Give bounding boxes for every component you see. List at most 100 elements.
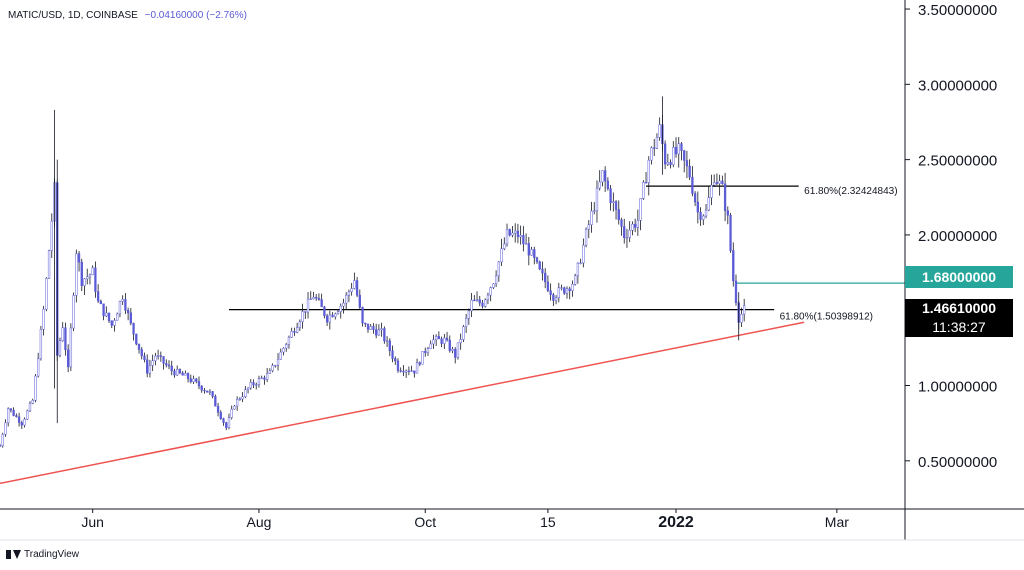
candle-body	[514, 230, 517, 234]
brand-label: TradingView	[24, 549, 80, 560]
candle-body	[309, 298, 312, 300]
candle-body	[723, 183, 727, 211]
candle-body	[236, 398, 239, 407]
candle-body	[478, 299, 481, 304]
candle-body	[126, 310, 130, 314]
y-tick-label: 2.00000000	[918, 228, 997, 245]
candle-body	[107, 312, 111, 322]
candle-body	[375, 329, 378, 336]
candle-body	[206, 390, 209, 393]
y-tick-label: 1.00000000	[918, 379, 997, 396]
candle-body	[37, 358, 40, 377]
candle-body	[61, 327, 64, 342]
x-tick-label: Jun	[81, 514, 104, 530]
candle-body	[693, 193, 697, 203]
candle-body	[156, 355, 160, 357]
candle-body	[494, 275, 498, 285]
candle-body	[219, 412, 222, 419]
candle-body	[222, 418, 225, 423]
candle-body	[102, 303, 105, 317]
candle-body	[653, 147, 656, 149]
candle-body	[636, 220, 640, 228]
x-tick-label: Oct	[414, 514, 436, 530]
candle-body	[233, 405, 236, 410]
candle-body	[377, 329, 381, 336]
candle-body	[565, 288, 569, 294]
candle-body	[146, 359, 149, 374]
candle-body	[260, 377, 263, 379]
candle-body	[189, 378, 192, 382]
candle-body	[715, 182, 719, 184]
candle-body	[456, 342, 460, 358]
candle-body	[677, 143, 680, 155]
candle-body	[527, 243, 530, 256]
candle-body	[519, 235, 522, 238]
candle-body	[342, 302, 345, 307]
candle-body	[383, 328, 386, 342]
candle-body	[80, 261, 83, 287]
candle-body	[306, 298, 310, 313]
candle-body	[445, 337, 449, 341]
candle-body	[710, 184, 713, 198]
y-tick-label: 3.50000000	[918, 2, 997, 19]
candle-body	[58, 340, 62, 356]
candle-body	[358, 294, 361, 308]
candle-body	[91, 267, 94, 276]
candle-body	[255, 384, 258, 386]
y-tick-label: 3.00000000	[918, 77, 997, 94]
candle-body	[688, 165, 691, 178]
candle-body	[604, 170, 607, 182]
candle-body	[672, 146, 675, 165]
candle-body	[361, 307, 364, 324]
candle-body	[475, 299, 479, 301]
candle-body	[9, 408, 13, 411]
candle-body	[15, 415, 18, 418]
candle-body	[437, 336, 441, 340]
candle-body	[1, 434, 4, 447]
candle-body	[167, 364, 171, 367]
candle-body	[246, 387, 250, 390]
candle-body	[549, 290, 552, 295]
candle-body	[639, 198, 642, 221]
candle-body	[418, 362, 421, 365]
candle-body	[426, 348, 430, 353]
footer-brand[interactable]: TradingView	[6, 549, 79, 560]
candle-body	[590, 210, 593, 225]
candle-body	[369, 326, 372, 330]
x-tick-label: Mar	[825, 514, 849, 530]
candle-body	[50, 220, 53, 251]
candle-body	[707, 197, 710, 211]
candle-body	[184, 373, 187, 376]
candle-body	[402, 370, 405, 373]
candle-body	[355, 280, 359, 296]
candle-body	[587, 224, 590, 230]
chart-annotations: 61.80%(1.50398912) 61.80%(2.32424843)	[0, 185, 905, 485]
candle-body	[372, 326, 375, 330]
y-tick-label: 0.50000000	[918, 454, 997, 471]
candle-body	[7, 408, 10, 424]
candle-body	[557, 287, 560, 299]
candle-body	[612, 201, 615, 204]
candle-body	[323, 306, 326, 317]
candle-body	[407, 370, 411, 372]
last-price-value: 1.46610000	[922, 300, 996, 316]
candle-body	[257, 378, 261, 385]
candle-body	[304, 311, 307, 313]
last-price-tag: 1.46610000 11:38:27	[905, 299, 1013, 337]
candle-body	[285, 344, 288, 349]
candle-body	[94, 267, 97, 292]
candle-body	[86, 276, 89, 280]
candle-body	[99, 300, 103, 305]
candle-body	[541, 268, 544, 274]
candle-body	[113, 320, 116, 326]
candle-body	[4, 422, 7, 435]
candle-body	[718, 180, 721, 184]
level-price-value: 1.68000000	[922, 269, 996, 285]
candle-body	[151, 360, 154, 366]
candle-body	[165, 363, 168, 366]
candle-body	[429, 343, 432, 349]
candle-body	[451, 348, 454, 351]
candle-body	[505, 229, 509, 245]
candle-body	[230, 408, 233, 418]
